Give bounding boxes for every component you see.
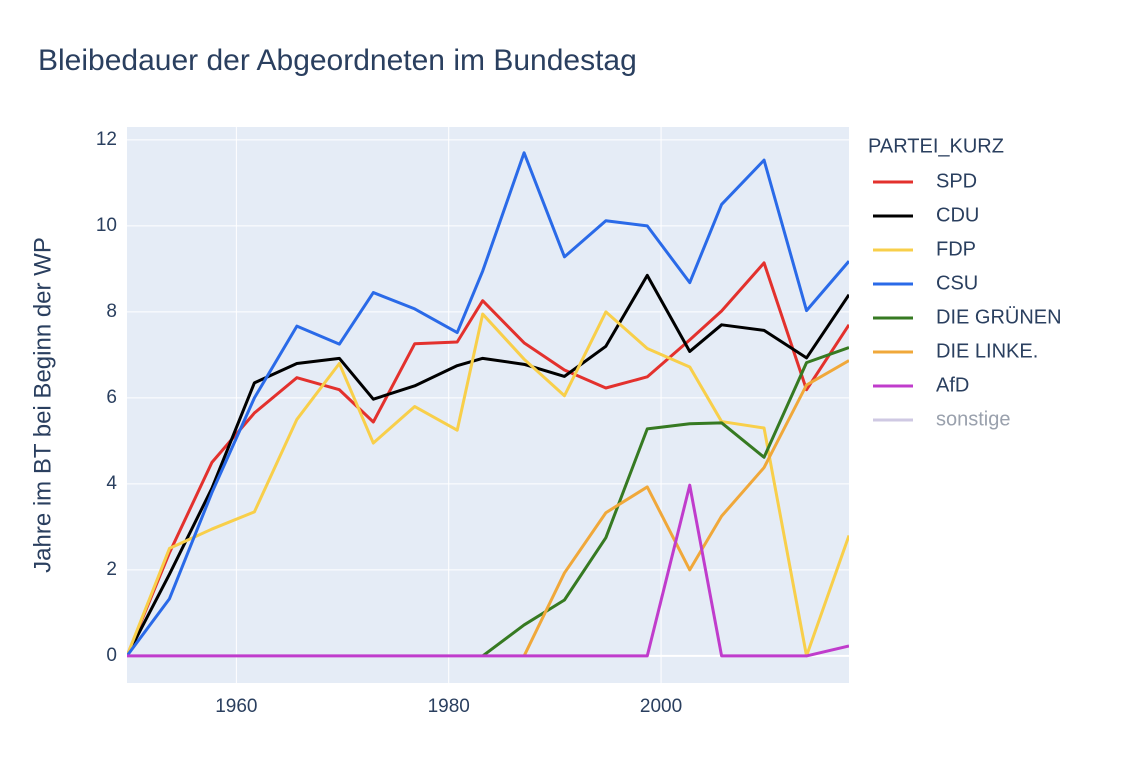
y-tick-label: 0 <box>106 645 117 666</box>
legend-label: CDU <box>936 204 979 226</box>
y-tick-label: 10 <box>96 215 117 236</box>
legend-label: DIE LINKE. <box>936 340 1038 362</box>
x-tick-label: 1980 <box>428 696 470 717</box>
series-line <box>127 151 849 657</box>
series-line <box>127 261 849 657</box>
y-tick-label: 4 <box>106 473 117 494</box>
legend-label: DIE GRÜNEN <box>936 306 1062 328</box>
legend-title: PARTEI_KURZ <box>868 135 1004 157</box>
y-tick-label: 6 <box>106 387 117 408</box>
y-tick-label: 12 <box>96 129 117 150</box>
series-line <box>127 273 849 657</box>
lines <box>127 151 849 658</box>
y-tick-label: 2 <box>106 559 117 580</box>
legend-label: CSU <box>936 272 978 294</box>
legend-label: AfD <box>936 374 969 396</box>
chart-title: Bleibedauer der Abgeordneten im Bundesta… <box>38 44 637 77</box>
y-tick-label: 8 <box>106 301 117 322</box>
x-tick-label: 2000 <box>640 696 682 717</box>
legend-label: FDP <box>936 238 976 260</box>
x-tick-label: 1960 <box>215 696 257 717</box>
legend: SPD CDU FDP CSU DIE GRÜNEN DIE LINKE. AfD sonst… <box>873 170 1062 430</box>
series-line <box>522 359 849 657</box>
legend-label: sonstige <box>936 408 1011 430</box>
series-line <box>127 483 849 658</box>
legend-label: SPD <box>936 170 977 192</box>
y-axis-label: Jahre im BT bei Beginn der WP <box>29 237 56 573</box>
plot-background <box>127 127 849 683</box>
